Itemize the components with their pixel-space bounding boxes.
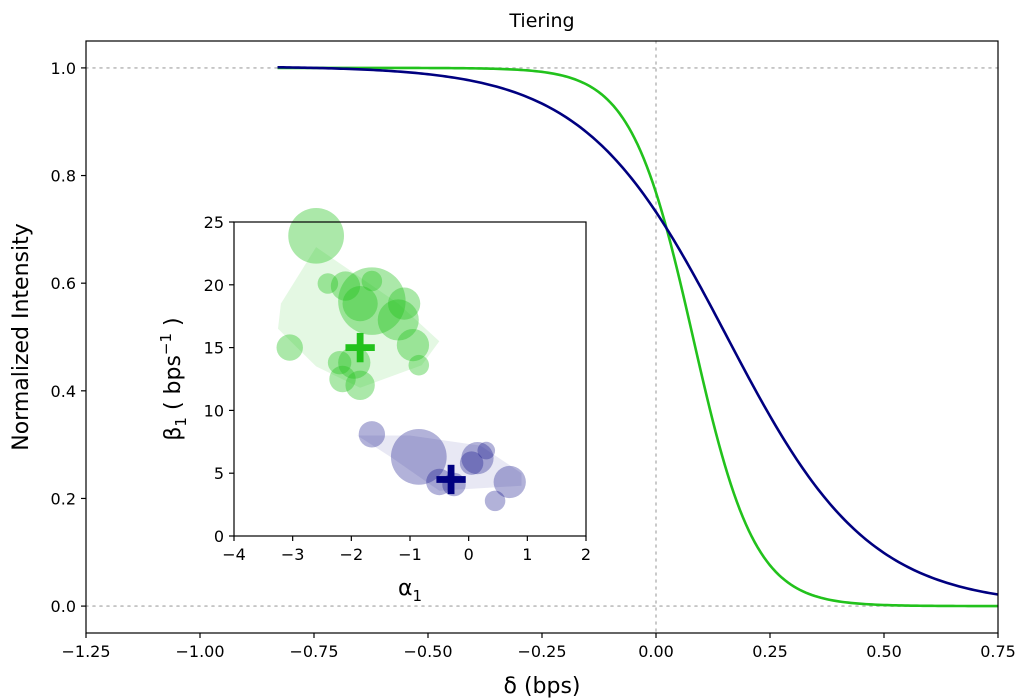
main-x-tick-label: 0.50 (866, 642, 902, 661)
curve-0 (277, 66, 998, 608)
inset-point (345, 370, 375, 400)
inset-y-tick-label: 15 (204, 339, 224, 358)
inset-hull-0 (278, 247, 440, 388)
inset-point (493, 465, 526, 499)
main-x-tick-label: −0.50 (403, 642, 452, 661)
inset-point (329, 365, 356, 393)
inset-x-ticks: −4 −3 −2 −1 0 1 2 (222, 536, 591, 564)
inset-point (461, 441, 494, 475)
inset-y-ticks: 0 5 10 15 20 25 (204, 213, 234, 546)
inset-mean-marker-v-1 (447, 464, 455, 495)
main-y-ticks: 0.0 0.2 0.4 0.6 0.8 1.0 (51, 59, 86, 616)
inset-point (396, 328, 430, 362)
inset-x-tick-label: −1 (398, 545, 422, 564)
inset-point (327, 350, 352, 375)
main-y-tick-label: 1.0 (51, 59, 76, 78)
main-y-tick-label: 0.6 (51, 274, 76, 293)
main-y-tick-label: 0.4 (51, 382, 76, 401)
inset-point (484, 490, 506, 512)
inset-point (390, 429, 447, 485)
main-x-tick-label: −0.25 (517, 642, 566, 661)
inset-y-tick-label: 20 (204, 276, 224, 295)
inset-y-tick-label: 10 (204, 401, 224, 420)
inset-x-tick-label: −4 (222, 545, 246, 564)
inset-hulls (278, 247, 522, 491)
inset-point (288, 207, 344, 264)
inset-point (388, 287, 421, 320)
inset-background (234, 222, 586, 536)
main-x-tick-label: 0.00 (638, 642, 674, 661)
chart-title: Tiering (508, 10, 574, 32)
main-x-ticks: −1.25 −1.00 −0.75 −0.50 −0.25 0.00 0.25 0.50 0.7… (61, 633, 1016, 661)
inset-y-axis-title-sub: 1 (172, 417, 190, 427)
inset-point (377, 299, 419, 341)
inset-point (459, 451, 484, 475)
inset-hull-1 (357, 435, 522, 491)
inset-point (338, 267, 406, 335)
main-x-tick-label: −1.25 (61, 642, 110, 661)
inset-point (317, 273, 339, 294)
inset-y-tick-label: 0 (214, 527, 224, 546)
curve-1 (277, 65, 999, 596)
inset-x-axis-title-sub: 1 (412, 587, 422, 605)
main-x-tick-label: −1.00 (175, 642, 224, 661)
main-x-tick-label: 0.75 (980, 642, 1016, 661)
inset-mean-marker-v-0 (356, 332, 364, 363)
inset-y-axis-title-unit: ( bps (161, 355, 186, 417)
inset-x-tick-label: −2 (340, 545, 364, 564)
inset-x-tick-label: 2 (581, 545, 591, 564)
inset-y-axis-title-end: ) (161, 317, 186, 333)
inset-x-axis-title: α1 (398, 576, 422, 605)
inset-x-tick-label: 0 (464, 545, 474, 564)
inset-y-axis-title-sup: −1 (157, 333, 175, 355)
inset-point (330, 271, 361, 301)
main-y-tick-label: 0.0 (51, 597, 76, 616)
inset-x-tick-label: 1 (522, 545, 532, 564)
main-y-tick-label: 0.8 (51, 167, 76, 186)
inset-y-tick-label: 5 (214, 464, 224, 483)
main-reference-lines (85, 40, 999, 634)
inset-x-tick-label: −3 (281, 545, 305, 564)
inset-point (342, 286, 378, 322)
inset-point (361, 270, 383, 292)
main-curves (277, 65, 999, 608)
inset-point (358, 421, 386, 448)
main-x-tick-label: 0.25 (752, 642, 788, 661)
main-x-tick-label: −0.75 (289, 642, 338, 661)
inset-point (477, 441, 496, 460)
inset-point (276, 334, 303, 361)
main-x-axis-title: δ (bps) (503, 674, 580, 698)
main-y-tick-label: 0.2 (51, 489, 76, 508)
inset-y-axis-title-main: β (161, 427, 186, 441)
inset-mean-markers (345, 332, 466, 495)
main-y-axis-title: Normalized Intensity (9, 223, 34, 451)
inset-y-tick-label: 25 (204, 213, 224, 232)
inset-y-axis-title: β1 ( bps−1 ) (157, 317, 190, 440)
inset-point (408, 354, 430, 376)
inset-x-axis-title-main: α (398, 576, 413, 601)
